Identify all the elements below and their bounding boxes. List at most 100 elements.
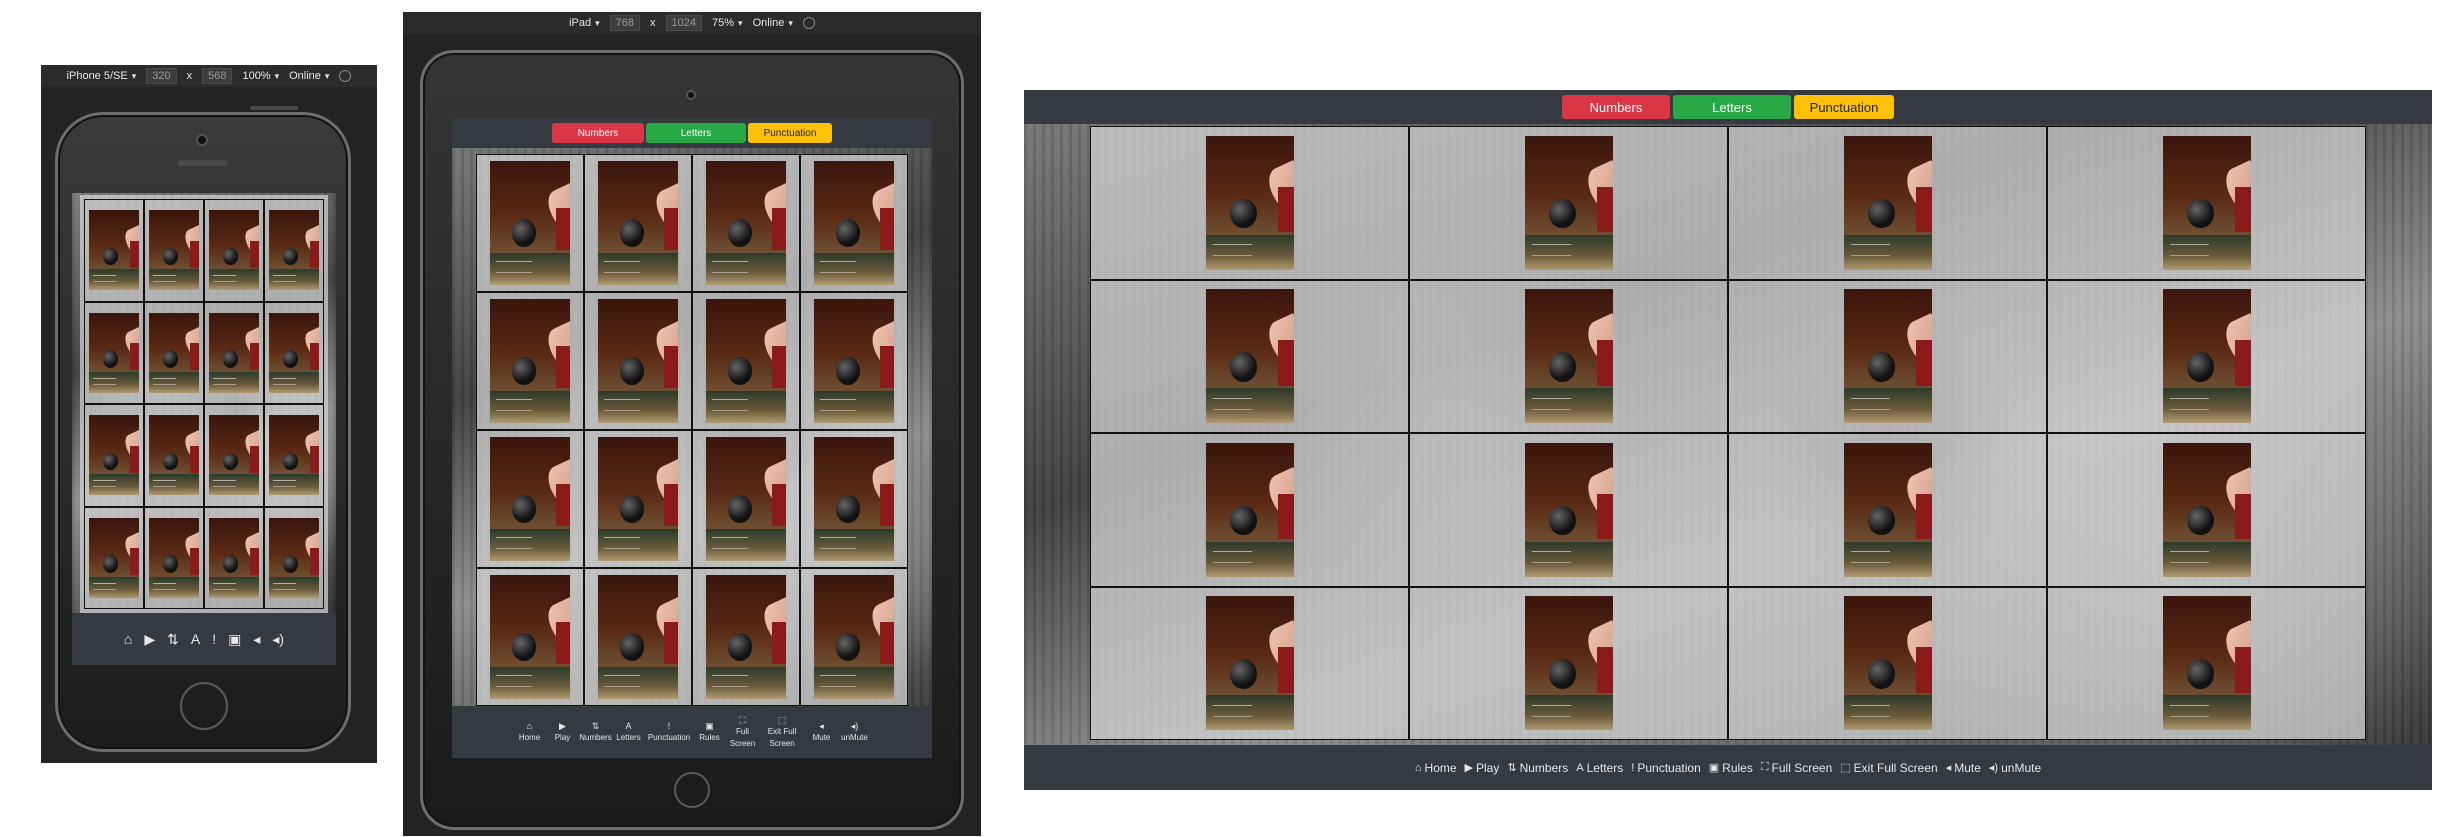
memory-card[interactable] — [209, 415, 259, 496]
card-cell[interactable] — [1090, 433, 1409, 587]
card-cell[interactable] — [1409, 433, 1728, 587]
nav-numbers-button[interactable]: ⇅ Numbers — [1507, 761, 1568, 775]
memory-card[interactable] — [89, 210, 139, 291]
nav-full-screen-button[interactable]: ⛶ Full Screen — [726, 714, 759, 750]
nav-exit-full-screen-button[interactable]: ⬚ Exit Full Screen — [1840, 761, 1937, 775]
memory-card[interactable] — [490, 437, 570, 561]
card-cell[interactable] — [1728, 433, 2047, 587]
nav-mute-button[interactable]: ◂ Mute — [805, 720, 838, 744]
card-cell[interactable] — [692, 568, 800, 706]
card-cell[interactable] — [2047, 586, 2366, 740]
memory-card[interactable] — [814, 437, 894, 561]
card-cell[interactable] — [2047, 126, 2366, 280]
memory-card[interactable] — [149, 312, 199, 393]
memory-card[interactable] — [814, 161, 894, 285]
memory-card[interactable] — [1843, 442, 1932, 577]
card-cell[interactable] — [476, 430, 584, 568]
phone-home-button[interactable] — [180, 682, 228, 730]
card-cell[interactable] — [1090, 126, 1409, 280]
card-cell[interactable] — [584, 430, 692, 568]
memory-card[interactable] — [706, 575, 786, 699]
numbers-button[interactable]: Numbers — [552, 123, 644, 143]
height-input[interactable]: 568 — [202, 68, 233, 84]
nav-rules-button[interactable]: ▣ Rules — [693, 720, 726, 744]
card-cell[interactable] — [84, 404, 144, 507]
card-cell[interactable] — [144, 199, 204, 302]
memory-card[interactable] — [598, 299, 678, 423]
card-cell[interactable] — [584, 568, 692, 706]
punctuation-button[interactable]: Punctuation — [1794, 95, 1894, 119]
nav-home-button[interactable]: ⌂ Home — [1415, 761, 1457, 775]
card-cell[interactable] — [264, 199, 324, 302]
nav-rules-button[interactable]: ▣ — [228, 631, 241, 648]
card-cell[interactable] — [800, 154, 908, 292]
memory-card[interactable] — [1524, 135, 1613, 270]
memory-card[interactable] — [2162, 289, 2251, 424]
nav-letters-button[interactable]: A Letters — [1576, 761, 1623, 775]
memory-card[interactable] — [1843, 596, 1932, 731]
nav-play-button[interactable]: ▶ Play — [546, 720, 579, 744]
card-cell[interactable] — [692, 430, 800, 568]
memory-card[interactable] — [490, 575, 570, 699]
network-select[interactable]: Online — [753, 17, 793, 29]
memory-card[interactable] — [1524, 442, 1613, 577]
device-select[interactable]: iPhone 5/SE — [67, 70, 137, 82]
height-input[interactable]: 1024 — [665, 15, 702, 31]
nav-punctuation-button[interactable]: ! Punctuation — [645, 720, 693, 744]
memory-card[interactable] — [209, 210, 259, 291]
nav-play-button[interactable]: ▶ Play — [1465, 761, 1500, 775]
memory-card[interactable] — [598, 437, 678, 561]
letters-button[interactable]: Letters — [1673, 95, 1791, 119]
card-cell[interactable] — [2047, 279, 2366, 433]
card-cell[interactable] — [84, 199, 144, 302]
memory-card[interactable] — [1205, 289, 1294, 424]
memory-card[interactable] — [598, 161, 678, 285]
nav-play-button[interactable]: ▶ — [144, 631, 155, 648]
memory-card[interactable] — [1843, 289, 1932, 424]
nav-mute-button[interactable]: ◂ — [253, 631, 260, 648]
card-cell[interactable] — [204, 199, 264, 302]
memory-card[interactable] — [1524, 596, 1613, 731]
memory-card[interactable] — [598, 575, 678, 699]
card-cell[interactable] — [84, 301, 144, 404]
memory-card[interactable] — [89, 517, 139, 598]
punctuation-button[interactable]: Punctuation — [748, 123, 832, 143]
letters-button[interactable]: Letters — [646, 123, 746, 143]
memory-card[interactable] — [2162, 135, 2251, 270]
memory-card[interactable] — [814, 575, 894, 699]
memory-card[interactable] — [1205, 596, 1294, 731]
card-cell[interactable] — [2047, 433, 2366, 587]
memory-card[interactable] — [1205, 442, 1294, 577]
memory-card[interactable] — [149, 210, 199, 291]
nav-letters-button[interactable]: A — [191, 631, 200, 647]
card-cell[interactable] — [144, 404, 204, 507]
card-cell[interactable] — [476, 292, 584, 430]
nav-numbers-button[interactable]: ⇅ — [167, 631, 179, 648]
card-cell[interactable] — [476, 154, 584, 292]
card-cell[interactable] — [1728, 126, 2047, 280]
card-cell[interactable] — [584, 154, 692, 292]
card-cell[interactable] — [584, 292, 692, 430]
nav-exit-full-screen-button[interactable]: ⬚ Exit Full Screen — [759, 714, 805, 750]
memory-card[interactable] — [2162, 442, 2251, 577]
nav-unmute-button[interactable]: ◂) unMute — [1989, 761, 2041, 775]
nav-unmute-button[interactable]: ◂) unMute — [838, 720, 871, 744]
nav-letters-button[interactable]: A Letters — [612, 720, 645, 744]
card-cell[interactable] — [204, 301, 264, 404]
nav-full-screen-button[interactable]: ⛶ Full Screen — [1761, 761, 1832, 775]
memory-card[interactable] — [269, 415, 319, 496]
memory-card[interactable] — [269, 210, 319, 291]
numbers-button[interactable]: Numbers — [1562, 95, 1670, 119]
memory-card[interactable] — [1524, 289, 1613, 424]
card-cell[interactable] — [692, 292, 800, 430]
memory-card[interactable] — [209, 312, 259, 393]
nav-rules-button[interactable]: ▣ Rules — [1709, 761, 1753, 775]
card-cell[interactable] — [476, 568, 584, 706]
card-cell[interactable] — [84, 506, 144, 609]
memory-card[interactable] — [2162, 596, 2251, 731]
memory-card[interactable] — [706, 161, 786, 285]
nav-punctuation-button[interactable]: ! — [212, 631, 216, 647]
zoom-select[interactable]: 75% — [712, 17, 743, 29]
card-cell[interactable] — [800, 568, 908, 706]
card-cell[interactable] — [204, 506, 264, 609]
